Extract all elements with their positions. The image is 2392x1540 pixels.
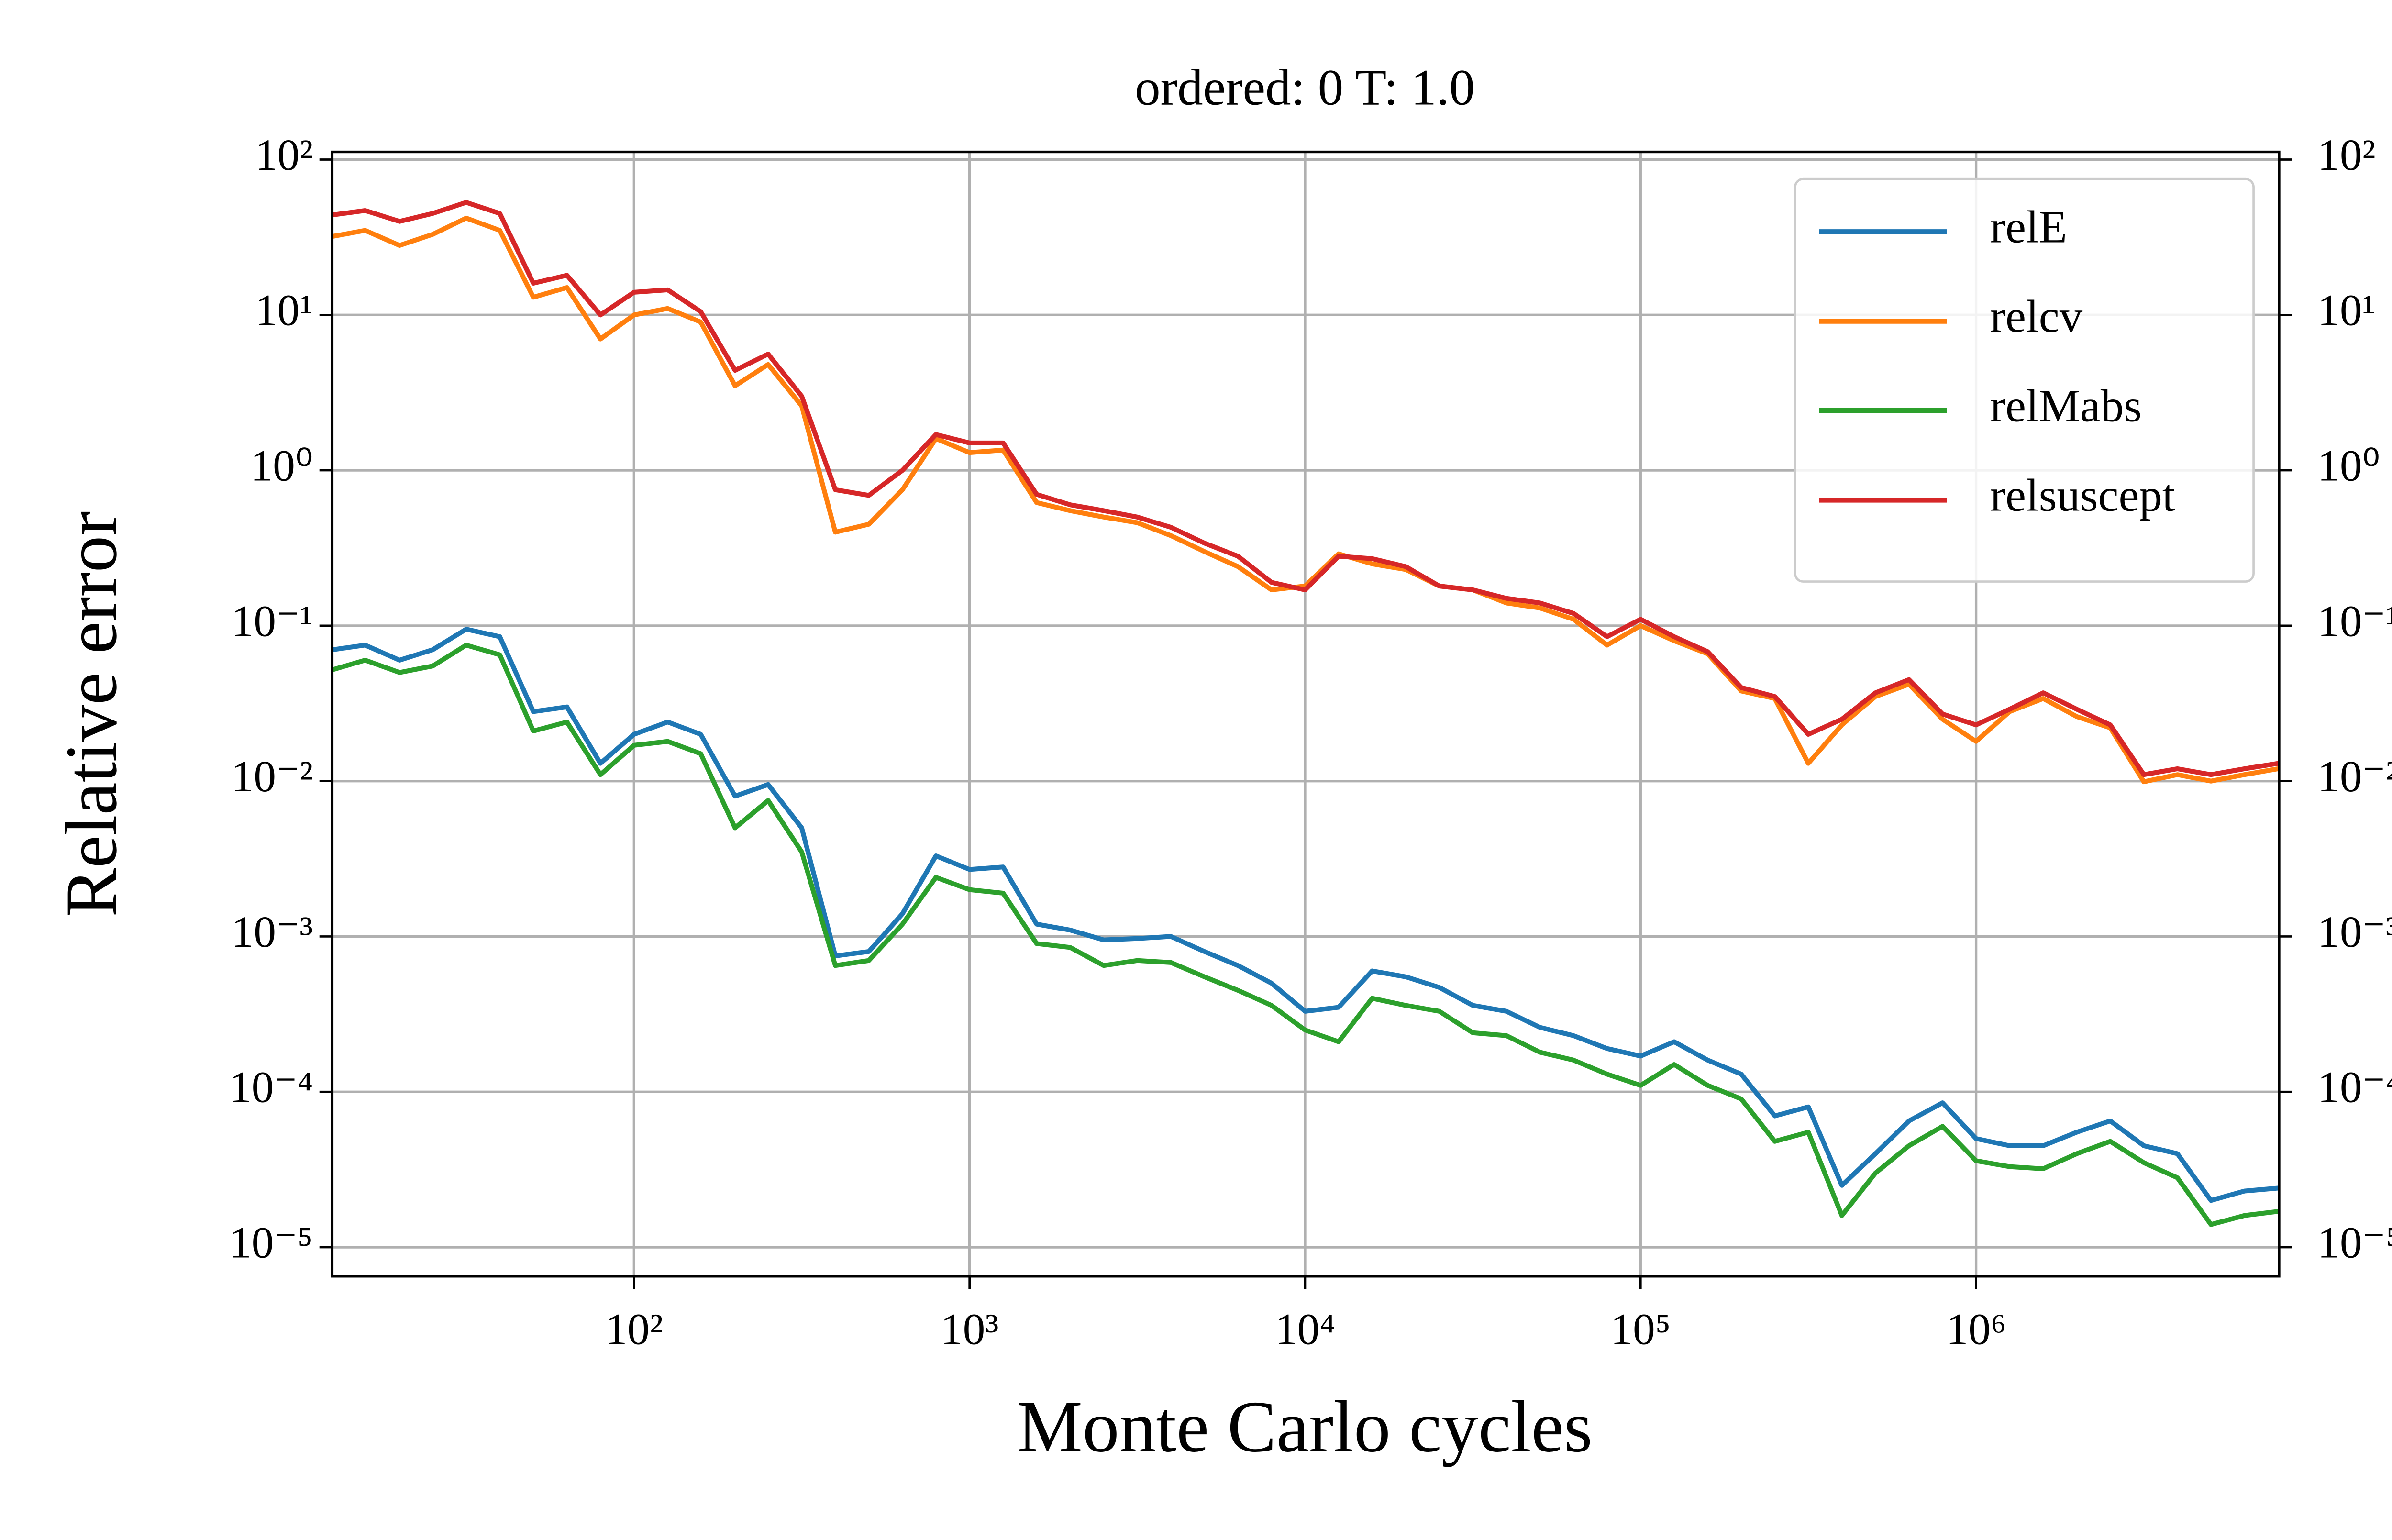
right-y-tick-label: 10⁻² [2317,752,2392,801]
legend-label: relcv [1990,291,2083,342]
plot-lines [331,200,2279,1227]
legend: relE relcv relMabs relsuscept [1794,177,2255,583]
right-y-tick-label: 10⁻¹ [2317,597,2392,646]
x-tick-label: 10² [605,1305,664,1354]
y-axis-label: Relative error [51,511,132,917]
x-axis-label: Monte Carlo cycles [1017,1386,1592,1468]
legend-box [1794,177,2255,583]
y-tick-label: 10⁻³ [232,908,313,957]
right-y-tick-label: 10¹ [2317,286,2376,335]
series-line [332,200,2279,777]
right-y-tick-label: 10⁻⁵ [2317,1218,2392,1267]
y-tick-label: 10⁻² [232,752,313,801]
series-line [332,627,2279,1203]
right-y-tick-label: 10⁻³ [2317,908,2392,957]
right-y-tick-label: 10⁻⁴ [2317,1063,2392,1112]
series-line [332,215,2279,785]
y-tick-label: 10⁰ [250,442,313,491]
series-line [331,643,2279,1227]
y-tick-label: 10¹ [255,286,313,335]
x-tick-label: 10³ [941,1305,998,1354]
legend-label: relsuscept [1990,470,2175,521]
x-tick-label: 10⁶ [1946,1305,2006,1354]
legend-label: relMabs [1990,380,2142,432]
y-tick-label: 10² [255,131,313,180]
right-y-tick-label: 10² [2317,131,2376,180]
chart-title: ordered: 0 T: 1.0 [1135,60,1475,116]
x-tick-label: 10⁴ [1275,1305,1335,1354]
y-tick-label: 10⁻¹ [232,597,313,646]
axes: 10² 10³ 10⁴ 10⁵ 10⁶ 10⁻⁵ 10⁻⁵ 10⁻⁴ 10⁻⁴ 10⁻³ 10⁻³ 1… [229,131,2392,1354]
legend-label: relE [1990,201,2067,253]
y-tick-label: 10⁻⁴ [229,1063,313,1112]
x-tick-label: 10⁵ [1610,1305,1671,1354]
y-tick-label: 10⁻⁵ [229,1218,313,1267]
right-y-tick-label: 10⁰ [2317,442,2380,491]
